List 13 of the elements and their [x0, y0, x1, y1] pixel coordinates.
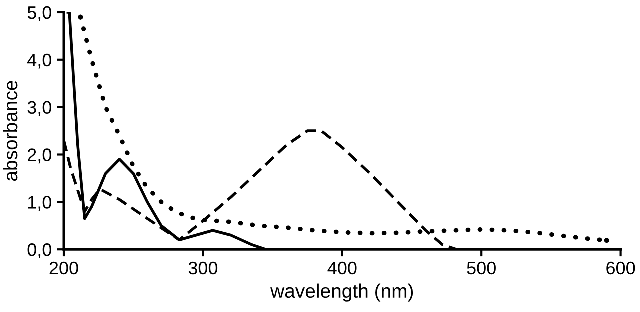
x-tick-label: 400	[328, 262, 357, 275]
y-tick-label: 0,0	[28, 244, 52, 258]
x-tick-label: 300	[188, 262, 218, 275]
x-tick-label: 500	[467, 262, 496, 275]
y-tick-label: 4,0	[28, 54, 52, 69]
y-tick-label: 2,0	[28, 148, 52, 164]
y-axis-title: absorbance	[3, 81, 18, 182]
x-tick-label: 600	[606, 262, 636, 275]
y-tick-label: 3,0	[28, 101, 52, 116]
y-tick-label: 1,0	[28, 196, 52, 212]
x-tick-label: 200	[50, 262, 78, 275]
y-tick-label: 5,0	[28, 6, 52, 22]
x-axis-title: wavelength (nm)	[270, 284, 414, 302]
